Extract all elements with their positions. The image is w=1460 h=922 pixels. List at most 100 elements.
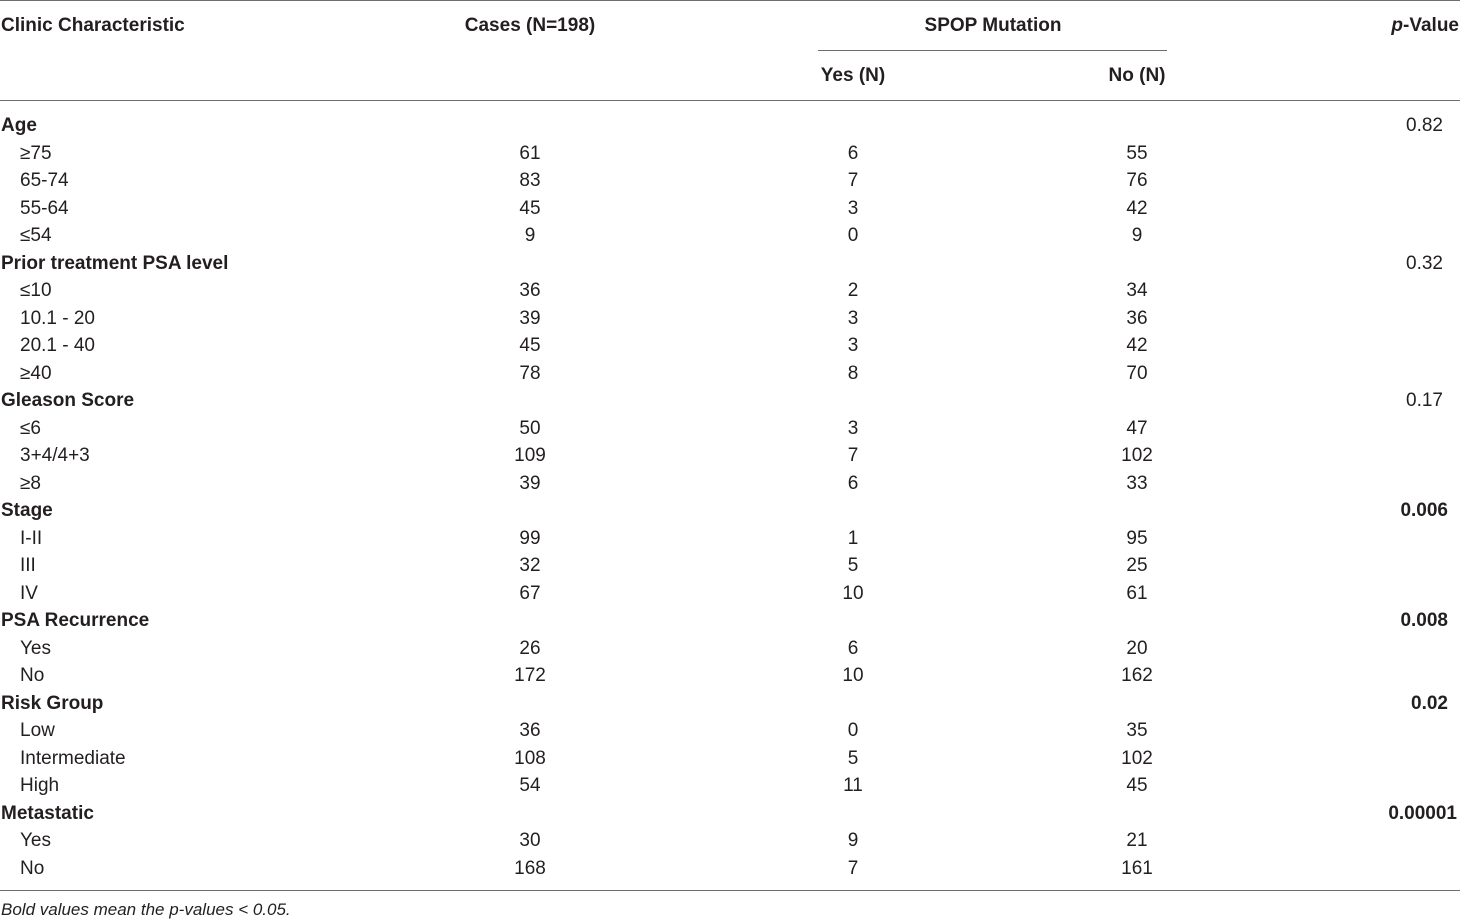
spop-yes-value: 5 <box>847 747 859 769</box>
table-body: Age 0.82 ≥75 61 6 55 65-74 83 7 76 55-64 45 3 42 ≤54 9 0… <box>0 112 1460 882</box>
row-label: ≤10 <box>20 280 52 301</box>
spop-no-value: 9 <box>1131 225 1143 246</box>
spop-yes-value: 0 <box>847 225 859 246</box>
group-label: Prior treatment PSA level <box>1 252 229 274</box>
group-label: Age <box>1 115 37 136</box>
table-row: ≤10 36 2 34 <box>0 277 1460 305</box>
spop-yes-value: 3 <box>847 197 859 219</box>
row-label: I-II <box>20 527 43 549</box>
row-label: ≥8 <box>20 472 41 494</box>
row-label: No <box>20 857 45 879</box>
spop-no-value: 70 <box>1126 362 1148 384</box>
group-label: Risk Group <box>1 692 104 714</box>
spop-yes-value: 7 <box>847 857 859 879</box>
spop-yes-value: 8 <box>847 362 859 384</box>
cases-value: 39 <box>519 472 541 494</box>
spop-yes-value: 10 <box>842 582 864 604</box>
spop-yes-value: 7 <box>847 170 859 191</box>
table-row: Yes 30 9 21 <box>0 827 1460 855</box>
spop-no-value: 102 <box>1121 445 1153 466</box>
row-label: ≤54 <box>20 225 52 246</box>
spop-yes-value: 6 <box>847 142 859 164</box>
header-cases: Cases (N=198) <box>464 15 596 36</box>
row-label: 3+4/4+3 <box>20 445 90 466</box>
table-row: High 54 11 45 <box>0 772 1460 800</box>
cases-value: 36 <box>519 720 541 741</box>
cases-value: 108 <box>514 747 546 769</box>
table-group-row: Age 0.82 <box>0 112 1460 140</box>
spop-yes-value: 7 <box>847 445 859 466</box>
cases-value: 45 <box>519 335 541 356</box>
header-clinic-characteristic: Clinic Characteristic <box>1 15 185 36</box>
group-label: Gleason Score <box>1 390 135 411</box>
row-label: Yes <box>20 637 51 659</box>
table-row: 20.1 - 40 45 3 42 <box>0 332 1460 360</box>
header-bottom-rule <box>0 100 1460 101</box>
table-row: 10.1 - 20 39 3 36 <box>0 305 1460 333</box>
spop-group-rule <box>818 50 1167 51</box>
spop-no-value: 55 <box>1126 142 1148 164</box>
cases-value: 99 <box>519 527 541 549</box>
table-group-row: Prior treatment PSA level 0.32 <box>0 250 1460 278</box>
cases-value: 109 <box>514 445 546 466</box>
spop-yes-value: 3 <box>847 335 859 356</box>
row-label: ≥40 <box>20 362 52 384</box>
row-label: 55-64 <box>20 197 69 219</box>
table-row: III 32 5 25 <box>0 552 1460 580</box>
spop-yes-value: 0 <box>847 720 859 741</box>
header-spop-mutation: SPOP Mutation <box>924 15 1062 36</box>
row-label: Yes <box>20 830 51 851</box>
cases-value: 39 <box>519 307 541 329</box>
spop-yes-value: 6 <box>847 472 859 494</box>
table-group-row: Gleason Score 0.17 <box>0 387 1460 415</box>
row-label: ≥75 <box>20 142 52 164</box>
table-row: IV 67 10 61 <box>0 580 1460 608</box>
spop-yes-value: 3 <box>847 307 859 329</box>
p-value: 0.006 <box>1400 500 1448 521</box>
p-value: 0.008 <box>1400 610 1448 631</box>
spop-no-value: 35 <box>1126 720 1148 741</box>
cases-value: 36 <box>519 280 541 301</box>
p-value: 0.32 <box>1406 252 1443 274</box>
cases-value: 168 <box>514 857 546 879</box>
table-row: Low 36 0 35 <box>0 717 1460 745</box>
spop-yes-value: 3 <box>847 417 859 439</box>
cases-value: 67 <box>519 582 541 604</box>
row-label: IV <box>20 582 38 604</box>
spop-no-value: 102 <box>1121 747 1153 769</box>
table-row: ≤6 50 3 47 <box>0 415 1460 443</box>
row-label: High <box>20 775 60 796</box>
table-row: No 172 10 162 <box>0 662 1460 690</box>
spop-no-value: 33 <box>1126 472 1148 494</box>
table-row: 65-74 83 7 76 <box>0 167 1460 195</box>
table-row: ≤54 9 0 9 <box>0 222 1460 250</box>
spop-no-value: 95 <box>1126 527 1148 549</box>
spop-no-value: 42 <box>1126 197 1148 219</box>
table-footnote: Bold values mean the p-values < 0.05. <box>1 900 291 919</box>
table-row: Intermediate 108 5 102 <box>0 745 1460 773</box>
spop-no-value: 34 <box>1126 280 1148 301</box>
header-yes-n: Yes (N) <box>820 65 886 86</box>
table-row: 55-64 45 3 42 <box>0 195 1460 223</box>
table-row: Yes 26 6 20 <box>0 635 1460 663</box>
spop-yes-value: 1 <box>847 527 859 549</box>
cases-value: 45 <box>519 197 541 219</box>
row-label: 10.1 - 20 <box>20 307 95 329</box>
row-label: Intermediate <box>20 747 126 769</box>
table-group-row: PSA Recurrence 0.008 <box>0 607 1460 635</box>
header-p-rest: -Value <box>1403 15 1459 36</box>
row-label: No <box>20 665 45 686</box>
row-label: Low <box>20 720 55 741</box>
group-label: PSA Recurrence <box>1 610 150 631</box>
group-label: Stage <box>1 500 53 521</box>
row-label: 65-74 <box>20 170 69 191</box>
p-value: 0.02 <box>1411 692 1448 714</box>
cases-value: 32 <box>519 555 541 576</box>
p-value: 0.82 <box>1406 115 1443 136</box>
cases-value: 54 <box>519 775 541 796</box>
cases-value: 9 <box>524 225 536 246</box>
table-group-row: Metastatic 0.00001 <box>0 800 1460 828</box>
spop-yes-value: 6 <box>847 637 859 659</box>
header-p-value: p-Value <box>1391 15 1459 37</box>
spop-no-value: 36 <box>1126 307 1148 329</box>
